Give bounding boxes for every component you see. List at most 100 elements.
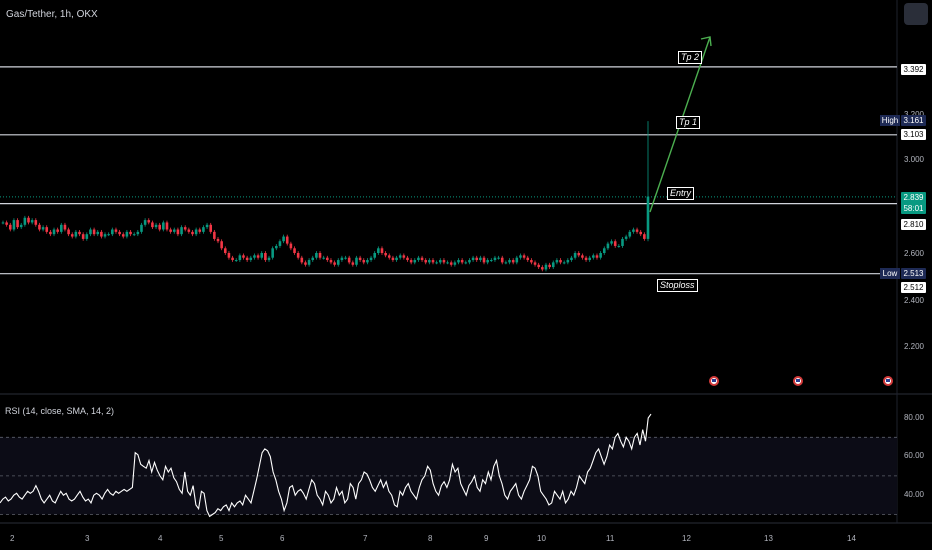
candle-body: [417, 257, 420, 261]
candle-body: [464, 262, 468, 264]
candle-body: [406, 257, 409, 261]
candle-body: [409, 260, 413, 263]
candle-body: [89, 229, 92, 235]
low-value: 2.513: [901, 268, 926, 279]
high-tag: High: [880, 115, 900, 126]
candle-body: [377, 248, 380, 253]
candle-body: [253, 255, 256, 258]
candle-body: [121, 234, 125, 237]
candle-body: [67, 229, 70, 235]
candle-body: [311, 257, 315, 261]
candle-body: [479, 257, 482, 261]
candle-body: [107, 234, 110, 236]
us-flag-icon[interactable]: [709, 376, 719, 386]
candle-body: [420, 257, 424, 261]
price-tick: 3.000: [903, 155, 924, 164]
rsi-tick: 80.00: [903, 413, 924, 422]
candle-body: [544, 264, 548, 270]
candle-body: [78, 231, 81, 235]
candle-body: [468, 260, 471, 263]
candle-body: [180, 227, 183, 235]
stoploss-annotation[interactable]: Stoploss: [657, 279, 698, 292]
target-arrow-head: [700, 36, 712, 47]
candle-body: [304, 262, 307, 265]
entry-annotation[interactable]: Entry: [667, 187, 695, 200]
us-flag-icon[interactable]: [883, 376, 893, 386]
candle-body: [366, 260, 369, 263]
candle-body: [610, 241, 613, 244]
candle-body: [118, 231, 121, 235]
candle-body: [391, 257, 395, 261]
candle-body: [624, 236, 628, 239]
candle-body: [223, 248, 227, 253]
candle-body: [49, 231, 52, 235]
candle-body: [380, 248, 384, 253]
candle-body: [315, 253, 318, 258]
candle-body: [500, 257, 504, 263]
candle-body: [5, 222, 8, 225]
time-tick: 3: [85, 534, 90, 543]
candle-body: [577, 253, 581, 256]
us-flag-icon[interactable]: [793, 376, 803, 386]
current-price: 2.839: [903, 193, 924, 202]
price-tick: 2.600: [903, 249, 924, 258]
tp2-annotation[interactable]: Tp 2: [678, 51, 703, 64]
time-tick: 6: [280, 534, 285, 543]
entry-price-label: 2.810: [901, 219, 926, 230]
candle-body: [362, 260, 366, 263]
tp1-annotation[interactable]: Tp 1: [676, 116, 701, 129]
candle-body: [216, 238, 220, 242]
candle-body: [307, 260, 311, 265]
candle-body: [147, 220, 151, 223]
price-tick: 3.200: [904, 110, 924, 119]
time-tick: 13: [764, 534, 773, 543]
symbol-title[interactable]: Gas/Tether, 1h, OKX: [6, 9, 98, 20]
candle-body: [267, 257, 271, 261]
candle-body: [519, 255, 522, 258]
candle-body: [632, 229, 635, 232]
candle-body: [395, 257, 398, 261]
candle-body: [154, 224, 158, 228]
candle-body: [428, 260, 431, 263]
candle-body: [275, 245, 278, 249]
candle-body: [446, 262, 449, 264]
candle-body: [278, 241, 282, 246]
candle-body: [60, 224, 63, 232]
price-tick: 2.400: [903, 296, 924, 305]
candle-body: [285, 236, 289, 244]
candle-body: [515, 257, 519, 263]
candle-body: [151, 222, 154, 228]
time-tick: 7: [363, 534, 368, 543]
candle-body: [191, 231, 194, 235]
tp1-price-label: 3.103: [901, 129, 926, 140]
candle-body: [340, 257, 344, 261]
candle-body: [85, 234, 89, 239]
candle-body: [493, 257, 497, 261]
low-tag: Low: [880, 268, 900, 279]
candle-body: [194, 229, 198, 235]
candle-body: [424, 260, 428, 263]
rsi-title[interactable]: RSI (14, close, SMA, 14, 2): [5, 406, 115, 416]
candle-body: [74, 231, 78, 237]
candle-body: [260, 253, 264, 258]
candle-body: [453, 262, 457, 265]
candle-body: [438, 260, 442, 263]
candle-body: [231, 257, 234, 261]
candle-body: [471, 257, 475, 261]
candle-body: [606, 243, 610, 249]
menu-icon[interactable]: [904, 3, 928, 25]
candle-body: [522, 255, 526, 258]
candle-body: [551, 262, 555, 268]
candle-body: [300, 257, 304, 263]
candle-body: [19, 224, 23, 228]
candle-body: [562, 262, 566, 264]
candle-body: [460, 260, 464, 263]
candle-body: [81, 234, 85, 239]
time-tick: 10: [537, 534, 546, 543]
candle-body: [646, 196, 650, 239]
candle-body: [482, 257, 486, 263]
candle-body: [431, 260, 435, 263]
candle-body: [213, 231, 216, 239]
candle-body: [566, 260, 570, 263]
